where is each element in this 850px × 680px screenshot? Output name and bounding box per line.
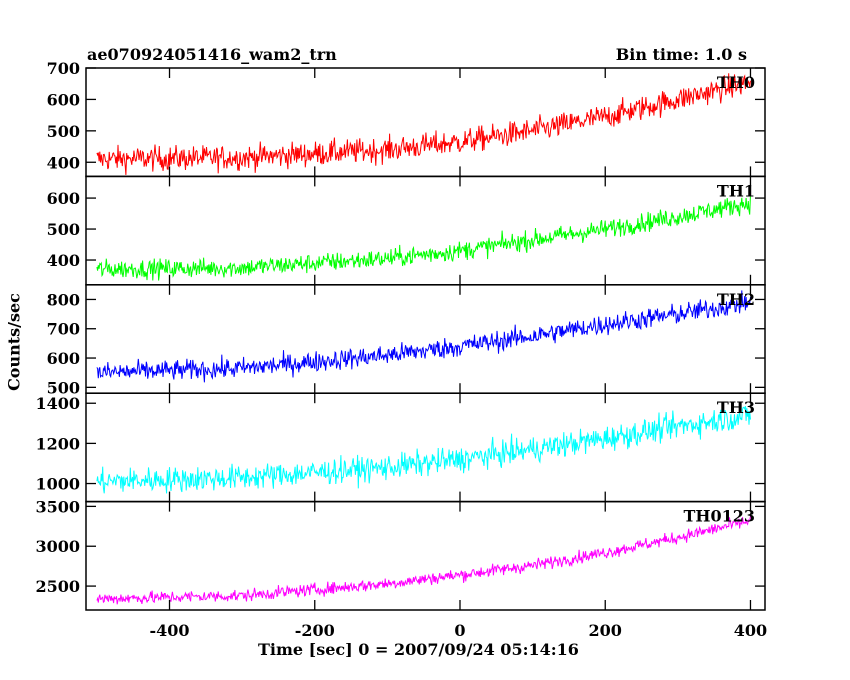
y-tick-label-th1-500: 500 [47,220,80,239]
panel-frame-th3 [85,392,766,503]
y-tick-label-th3-1000: 1000 [35,475,80,494]
chart-title: ae070924051416_wam2_trn [87,45,337,64]
y-tick-label-th0123-3500: 3500 [35,497,80,516]
panel-frame-th0123 [85,500,766,611]
y-tick-label-th0123-3000: 3000 [35,537,80,556]
y-tick-label-th0-400: 400 [47,153,80,172]
x-axis-label: Time [sec] 0 = 2007/09/24 05:14:16 [258,640,579,659]
x-tick-label-400: 400 [734,621,767,640]
x-tick-label-0: 0 [454,621,465,640]
y-tick-label-th0-700: 700 [47,59,80,78]
y-tick-label-th0-500: 500 [47,122,80,141]
y-tick-label-th3-1200: 1200 [35,434,80,453]
panel-frame-th2 [85,284,766,394]
series-line-th3 [96,405,751,494]
series-label-th2: TH2 [717,290,755,309]
series-label-th0123: TH0123 [683,507,755,526]
y-tick-label-th2-600: 600 [47,349,80,368]
y-axis-label: Counts/sec [4,293,24,391]
y-tick-label-th1-400: 400 [47,251,80,270]
y-tick-label-th0-600: 600 [47,90,80,109]
series-line-th2 [96,290,751,383]
y-tick-label-th0123-2500: 2500 [35,577,80,596]
x-tick-label--400: -400 [149,621,189,640]
series-line-th1 [96,194,751,281]
panel-frame-th0 [85,67,766,178]
series-line-th0 [96,73,751,175]
series-label-th0: TH0 [717,73,755,92]
x-tick-label-200: 200 [589,621,622,640]
panel-frame-th1 [85,175,766,286]
x-tick-label--200: -200 [295,621,335,640]
y-tick-label-th1-600: 600 [47,189,80,208]
series-label-th3: TH3 [717,398,755,417]
series-label-th1: TH1 [717,181,755,200]
series-line-th0123 [96,515,751,605]
y-tick-label-th2-700: 700 [47,320,80,339]
y-tick-label-th3-1400: 1400 [35,394,80,413]
bin-time-label: Bin time: 1.0 s [615,45,747,64]
y-tick-label-th2-500: 500 [47,378,80,397]
y-tick-label-th2-800: 800 [47,290,80,309]
